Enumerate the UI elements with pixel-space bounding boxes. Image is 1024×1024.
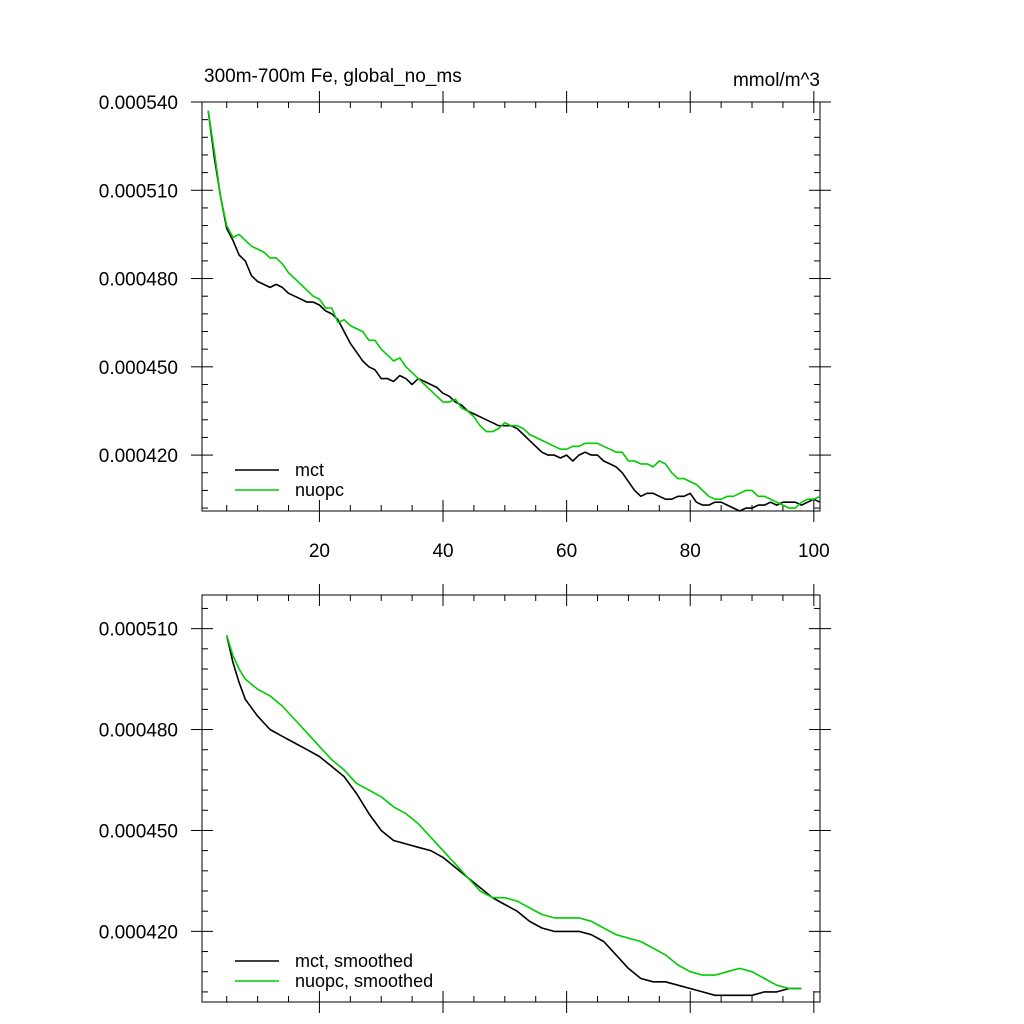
bottom-panel: 0.000510 0.000480 0.000450 0.000420 mct, smo…: [99, 584, 831, 1013]
y-tick-label: 0.000420: [99, 446, 178, 467]
series-line-nuopc: [207, 110, 821, 509]
plot-frame: [201, 101, 821, 512]
legend-label: nuopc: [295, 480, 344, 500]
y-tick-label: 0.000540: [99, 93, 178, 114]
legend-label: mct: [295, 460, 324, 480]
y-tick-label: 0.000510: [99, 181, 178, 202]
y-tick-label: 0.000420: [99, 922, 178, 943]
x-tick-label: 80: [680, 541, 701, 562]
series-line-mct-smoothed: [225, 635, 802, 997]
legend-label: mct, smoothed: [295, 951, 413, 971]
x-tick-label: 20: [309, 541, 330, 562]
chart-title: 300m-700m Fe, global_no_ms: [204, 66, 462, 87]
x-tick-label: 40: [432, 541, 453, 562]
y-tick-label: 0.000510: [99, 620, 178, 641]
series-line-nuopc-smoothed: [225, 635, 802, 990]
x-tick-label: 100: [798, 541, 830, 562]
plot-frame: [201, 594, 821, 1003]
y-tick-label: 0.000450: [99, 358, 178, 379]
y-tick-label: 0.000450: [99, 821, 178, 842]
y-tick-label: 0.000480: [99, 270, 178, 291]
units-label: mmol/m^3: [733, 70, 820, 91]
x-tick-label: 60: [556, 541, 577, 562]
legend-label: nuopc, smoothed: [295, 971, 433, 991]
top-panel: 20 40 60 80 100 0.000540 0.000510 0.000480 0.000…: [99, 66, 831, 562]
series-line-mct: [207, 110, 821, 512]
y-tick-label: 0.000480: [99, 721, 178, 742]
